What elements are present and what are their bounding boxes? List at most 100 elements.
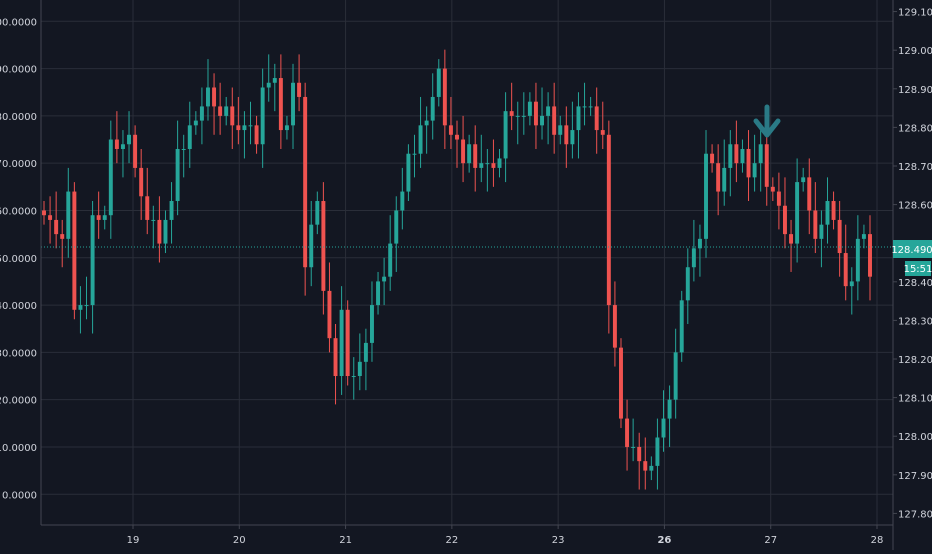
candle xyxy=(187,101,192,168)
candle xyxy=(266,54,271,102)
candle xyxy=(351,357,356,400)
candle-body xyxy=(533,101,538,126)
candle-body xyxy=(570,130,575,145)
candle-body xyxy=(60,234,65,239)
candle-body xyxy=(582,106,587,108)
candle xyxy=(430,73,435,140)
candle xyxy=(315,191,320,235)
left-tick-label: 20.0000 xyxy=(0,396,37,407)
candle xyxy=(461,115,466,183)
candle-body xyxy=(649,465,654,471)
right-tick-label: 128.400 xyxy=(898,278,932,289)
candle-body xyxy=(722,167,727,192)
candle xyxy=(467,134,472,173)
candle-body xyxy=(376,281,381,306)
candle xyxy=(570,101,575,159)
left-axis-ticks: 0.0000 10.0000 20.0000 30.0000 40.0000 50.000… xyxy=(0,17,37,501)
candle xyxy=(297,54,302,112)
right-tick-label: 128.300 xyxy=(898,316,932,327)
candle xyxy=(521,92,526,135)
left-tick-label: 90.0000 xyxy=(0,65,37,76)
candle xyxy=(813,182,818,254)
x-tick-label: 26 xyxy=(657,535,671,546)
candle-body xyxy=(637,446,642,462)
candle-body xyxy=(248,125,253,127)
candle-body xyxy=(825,201,830,225)
candle xyxy=(327,262,332,353)
candle-body xyxy=(448,125,453,135)
candle-body xyxy=(491,163,496,168)
candle xyxy=(837,201,842,277)
candle-body xyxy=(42,210,46,216)
candle-body xyxy=(224,106,229,116)
candle-body xyxy=(357,361,362,377)
candle-body xyxy=(291,82,295,126)
candle-body xyxy=(855,238,860,282)
right-tick-label: 127.800 xyxy=(898,509,932,520)
candle xyxy=(394,196,399,272)
candle xyxy=(175,120,180,216)
candle-body xyxy=(406,153,411,192)
candle xyxy=(606,120,611,334)
candle xyxy=(151,205,156,249)
candle xyxy=(588,96,593,116)
left-tick-label: 40.0000 xyxy=(0,301,37,312)
candle xyxy=(673,328,678,419)
candle-body xyxy=(388,243,393,277)
candle xyxy=(843,224,848,301)
candle-body xyxy=(497,158,502,168)
candle xyxy=(558,115,563,145)
candle-body xyxy=(133,134,138,168)
candle-body xyxy=(266,82,271,88)
candle-body xyxy=(552,106,557,135)
candle-body xyxy=(521,115,526,117)
candle xyxy=(455,120,459,168)
candle xyxy=(54,191,59,249)
candle-body xyxy=(625,418,630,447)
candle-body xyxy=(199,106,204,121)
candle xyxy=(102,205,107,230)
candle xyxy=(546,92,551,145)
candle xyxy=(357,333,362,391)
candle xyxy=(369,281,374,362)
countdown-label: 15:51 xyxy=(904,261,932,276)
candle-body xyxy=(418,125,423,154)
candle xyxy=(540,87,545,140)
candle xyxy=(758,130,763,192)
candle-body xyxy=(175,148,180,202)
candle-body xyxy=(187,125,192,149)
candle xyxy=(661,390,666,452)
candle xyxy=(436,59,441,107)
candle-body xyxy=(169,201,174,220)
candle xyxy=(260,68,265,168)
right-tick-label: 128.100 xyxy=(898,394,932,405)
candle-body xyxy=(260,87,265,145)
candle-body xyxy=(54,219,59,235)
left-tick-label: 70.0000 xyxy=(0,159,37,170)
candle xyxy=(230,87,235,149)
candle xyxy=(473,125,478,192)
candle xyxy=(248,101,253,145)
candle xyxy=(479,134,484,183)
candle xyxy=(236,96,241,145)
candle xyxy=(412,134,417,178)
candle-body xyxy=(643,461,648,471)
candle xyxy=(181,134,186,178)
candle-body xyxy=(831,201,836,220)
x-tick-label: 23 xyxy=(552,535,565,546)
candle xyxy=(339,286,344,395)
candle xyxy=(655,418,660,490)
candle xyxy=(388,215,393,291)
candle xyxy=(776,172,781,230)
right-tick-label: 129.100 xyxy=(898,8,932,19)
candle xyxy=(831,191,836,230)
candle xyxy=(424,106,429,154)
candle xyxy=(752,134,757,192)
candle xyxy=(631,418,636,462)
candle xyxy=(564,106,569,168)
candle xyxy=(697,224,702,277)
candle-body xyxy=(758,144,763,164)
candle-body xyxy=(424,120,429,126)
